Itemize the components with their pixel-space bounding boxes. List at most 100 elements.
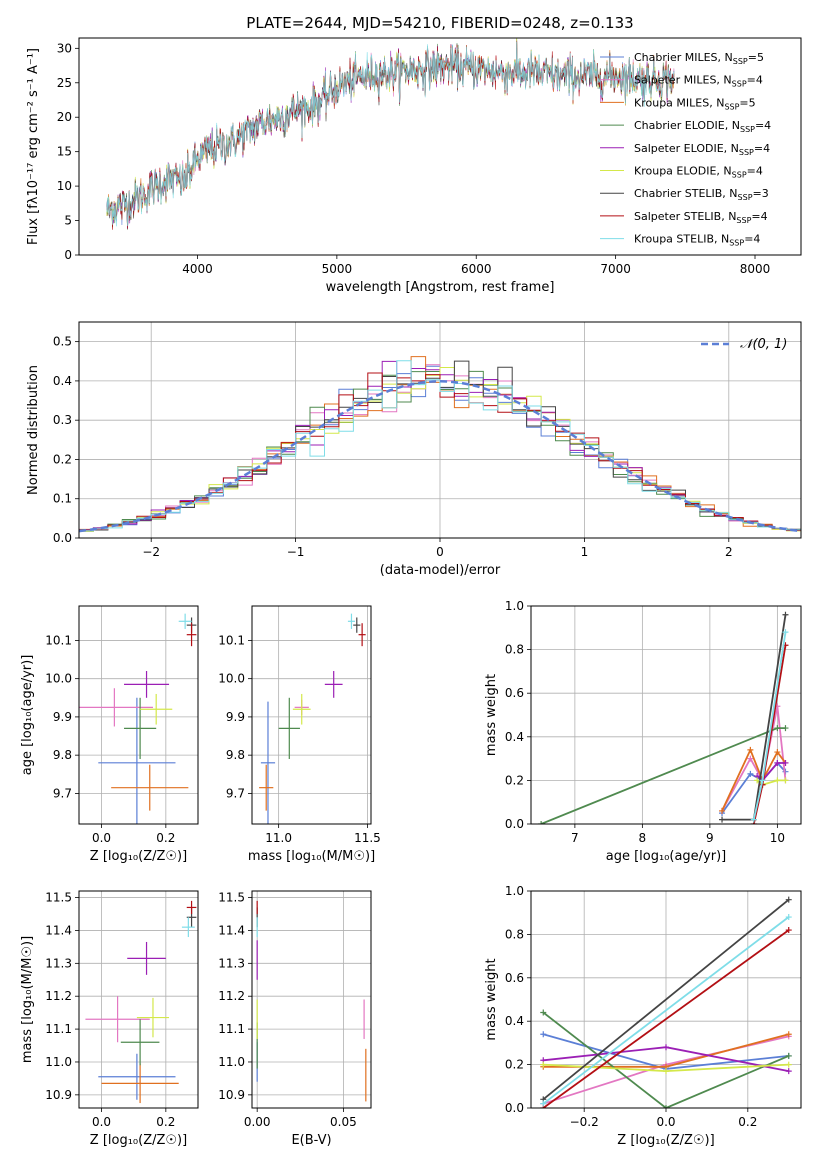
y-tick-label: 10: [57, 179, 72, 193]
y-tick-label: 0.0: [53, 531, 72, 545]
y-tick-label: 10.0: [45, 672, 72, 686]
legend-label-suffix: =5: [739, 96, 755, 109]
y-tick-label: 0.0: [505, 817, 524, 831]
axes-frame: [78, 37, 802, 256]
chart-weight_vs_Z: −0.2 0.0 0.2 0.0 0.2 0.4 0.6 0.8 1.0 Z [log₁₀(Z/Z…: [484, 884, 802, 1148]
x-tick-label: 8000: [740, 262, 771, 276]
weight-series-marker: [785, 1052, 792, 1059]
spectrum-series-line: [106, 41, 675, 227]
chart-age_vs_Z: 0.0 0.2 9.7 9.8 9.9 10.0 10.1 Z [log₁₀(Z/Z☉)] ag…: [20, 605, 199, 864]
weight-series-marker: [782, 759, 789, 766]
weight-series-marker: [663, 1068, 669, 1075]
errorbar-point: [136, 997, 170, 1038]
y-tick-label: 11.3: [218, 956, 245, 970]
y-tick-label: 0.5: [53, 335, 72, 349]
y-tick-label: 25: [57, 76, 72, 90]
y-tick-label: 0.2: [53, 452, 72, 466]
errorbar-point: [79, 688, 153, 727]
y-tick-label: 0.6: [505, 686, 524, 700]
chart-mass_vs_ebv: 0.00 0.05 10.9 11.0 11.1 11.2 11.3 11.4 11.5 E(B-…: [218, 890, 372, 1148]
y-tick-label: 30: [57, 41, 72, 55]
weight-series-marker: [540, 1061, 547, 1068]
weight-series-marker: [774, 777, 781, 784]
legend-label-text: Chabrier ELODIE, N: [634, 119, 740, 132]
weight-series-marker: [785, 1068, 792, 1075]
x-tick-label: 0.2: [156, 1115, 175, 1129]
y-tick-label: 10.9: [218, 1088, 245, 1102]
y-axis-label: age [log₁₀(age/yr)]: [20, 655, 35, 776]
x-tick-label: 11.0: [265, 831, 292, 845]
axes-frame: [78, 605, 199, 825]
y-tick-label: 1.0: [505, 884, 524, 898]
errorbar-point: [178, 613, 192, 629]
weight-series-marker: [538, 821, 545, 824]
legend-label: Salpeter STELIB, NSSP=4: [634, 210, 768, 225]
legend-label-text: Kroupa MILES, N: [634, 96, 724, 109]
weight-series-marker: [785, 1061, 792, 1068]
errorbar-point: [101, 1063, 179, 1104]
plot-area: [540, 896, 792, 1108]
y-tick-label: 0.4: [505, 1014, 524, 1028]
plot-area: [106, 38, 675, 230]
plot-area: [259, 613, 366, 824]
x-tick-label: 2: [725, 545, 733, 559]
y-tick-label: 0.1: [53, 492, 72, 506]
errorbar-point: [324, 671, 343, 698]
errorbar-point: [278, 697, 300, 759]
legend-label-sub: SSP: [736, 216, 751, 225]
legend-label-text: Salpeter MILES, N: [634, 74, 732, 87]
errorbar-point: [140, 693, 173, 725]
x-tick-label: 6000: [461, 262, 492, 276]
y-tick-label: 0.6: [505, 971, 524, 985]
y-tick-label: 0.2: [505, 773, 524, 787]
y-tick-label: 15: [57, 145, 72, 159]
y-tick-label: 9.8: [226, 748, 245, 762]
legend-label-suffix: =4: [747, 74, 763, 87]
x-tick-label: 11.5: [354, 831, 381, 845]
weight-series-marker: [782, 629, 789, 636]
weight-series-line: [542, 916, 790, 1105]
x-tick-label: 0.00: [244, 1115, 271, 1129]
weight-series-marker: [540, 1100, 547, 1107]
weight-series-marker: [774, 725, 781, 732]
weight-series-marker: [750, 816, 757, 823]
y-tick-label: 9.7: [53, 786, 72, 800]
legend-label-text: Kroupa ELODIE, N: [634, 165, 732, 178]
x-tick-label: 7000: [600, 262, 631, 276]
y-tick-label: 11.0: [45, 1055, 72, 1069]
gridlines: [79, 322, 801, 539]
x-axis-label: wavelength [Angstrom, rest frame]: [326, 280, 555, 295]
y-tick-label: 0.4: [53, 374, 72, 388]
chart-mass_vs_Z: 0.0 0.2 10.9 11.0 11.1 11.2 11.3 11.4 11.5 Z [log…: [20, 890, 199, 1148]
errorbar-point: [124, 697, 157, 759]
plot-area: [256, 900, 367, 1102]
legend-label: 𝒩(0, 1): [740, 337, 787, 352]
legend-label-sub: SSP: [729, 239, 744, 248]
axes-frame: [530, 605, 802, 825]
x-tick-label: 10: [770, 831, 785, 845]
axes-frame: [530, 890, 802, 1109]
x-tick-label: 8: [639, 831, 647, 845]
legend-label: Kroupa STELIB, NSSP=4: [634, 233, 760, 248]
y-tick-label: 9.8: [53, 748, 72, 762]
y-tick-label: 9.9: [53, 710, 72, 724]
y-tick-label: 0.2: [505, 1058, 524, 1072]
y-axis-label: Flux [fλ10⁻¹⁷ erg cm⁻² s⁻¹ A⁻¹]: [26, 48, 41, 245]
legend-label-text: Salpeter ELODIE, N: [634, 142, 739, 155]
errorbar-point: [111, 764, 189, 811]
x-tick-label: 0.0: [92, 1115, 111, 1129]
legend-label-suffix: =4: [744, 233, 760, 246]
y-tick-label: 11.2: [45, 989, 72, 1003]
legend-label: Kroupa ELODIE, NSSP=4: [634, 165, 763, 180]
y-tick-label: 10.9: [45, 1088, 72, 1102]
y-axis-label: mass weight: [484, 958, 499, 1040]
weight-series-marker: [719, 807, 726, 814]
x-tick-label: 0.05: [330, 1115, 357, 1129]
weight-series-marker: [747, 770, 754, 777]
legend-label-suffix: =4: [747, 165, 763, 178]
weight-series-marker: [759, 777, 766, 784]
weight-series-marker: [774, 749, 781, 756]
weight-series-line: [542, 899, 790, 1100]
